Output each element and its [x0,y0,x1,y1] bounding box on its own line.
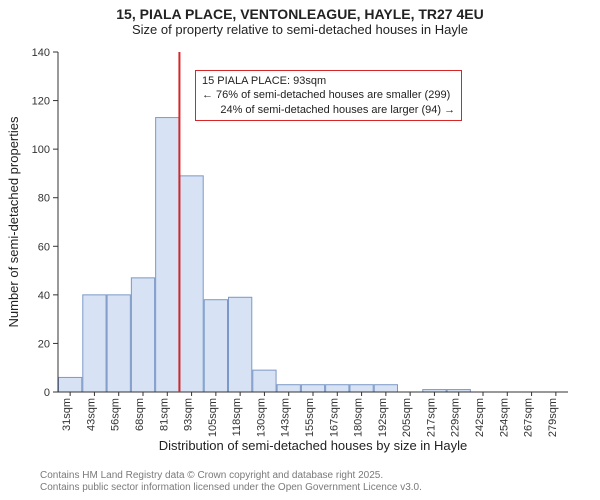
histogram-bar [229,297,252,392]
footer-line1: Contains HM Land Registry data © Crown c… [40,470,422,482]
histogram-bar [83,295,106,392]
ytick-label: 140 [32,47,50,59]
ytick-label: 100 [32,144,50,156]
xtick-label: 93sqm [183,398,195,431]
footer-credit: Contains HM Land Registry data © Crown c… [40,470,422,494]
histogram-bar [156,118,179,392]
ytick-label: 40 [38,290,50,302]
callout-title: 15 PIALA PLACE: 93sqm [202,74,455,88]
histogram-bar [301,385,324,392]
histogram-bar [350,385,373,392]
xtick-label: 118sqm [231,398,243,436]
histogram-bar [374,385,397,392]
callout-line-larger: 24% of semi-detached houses are larger (… [202,103,455,117]
ytick-label: 60 [38,241,50,253]
xtick-label: 56sqm [110,398,122,431]
xtick-label: 167sqm [328,398,340,437]
xtick-label: 143sqm [280,398,292,437]
footer-line2: Contains public sector information licen… [40,482,422,494]
x-axis-title: Distribution of semi-detached houses by … [159,438,468,453]
histogram-bar [59,377,82,392]
xtick-label: 180sqm [353,398,365,437]
xtick-label: 68sqm [134,398,146,431]
ytick-label: 20 [38,338,50,350]
xtick-label: 105sqm [207,398,219,437]
ytick-label: 120 [32,96,50,108]
histogram-chart: 0 20 40 60 80 100 120 140 31sqm 43sqm 56sqm 68sqm 81… [0,0,600,460]
histogram-bar [277,385,300,392]
histogram-bar [204,300,227,392]
callout-line-smaller: ← 76% of semi-detached houses are smalle… [202,88,455,102]
reference-callout: 15 PIALA PLACE: 93sqm ← 76% of semi-deta… [195,70,462,121]
ytick-label: 80 [38,193,50,205]
histogram-bar [253,370,276,392]
xtick-label: 192sqm [377,398,389,437]
xtick-label: 267sqm [523,398,535,437]
ytick-label: 0 [44,387,50,399]
xtick-label: 130sqm [255,398,267,437]
histogram-bar [180,176,203,392]
xtick-label: 279sqm [547,398,559,437]
xtick-label: 229sqm [450,398,462,437]
xtick-label: 31sqm [61,398,73,431]
xtick-label: 217sqm [425,398,437,437]
xtick-label: 81sqm [158,398,170,431]
xtick-label: 43sqm [85,398,97,431]
y-axis-title: Number of semi-detached properties [6,116,21,327]
histogram-bar [326,385,349,392]
histogram-bar [107,295,130,392]
histogram-bar [131,278,154,392]
xtick-label: 155sqm [304,398,316,437]
xtick-label: 254sqm [498,398,510,437]
xtick-label: 205sqm [401,398,413,437]
xtick-label: 242sqm [474,398,486,437]
